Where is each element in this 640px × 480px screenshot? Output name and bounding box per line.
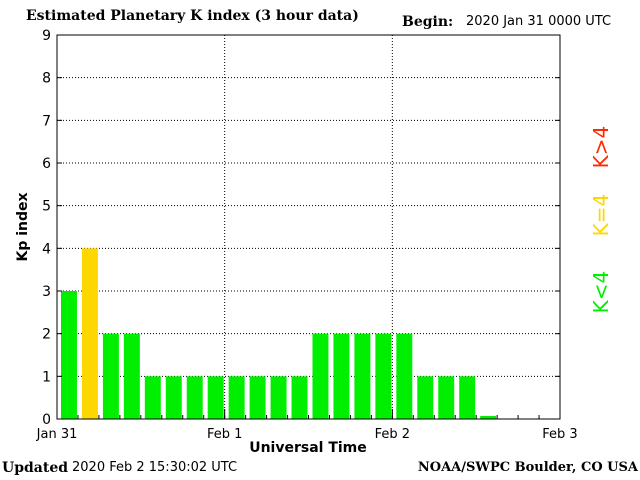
y-tick-label: 3 bbox=[42, 284, 51, 300]
y-tick-label: 6 bbox=[42, 156, 51, 172]
y-tick-label: 2 bbox=[42, 327, 51, 343]
kp-bar bbox=[291, 376, 308, 419]
y-tick-label: 9 bbox=[42, 28, 51, 44]
x-tick-label: Feb 1 bbox=[207, 427, 242, 442]
y-axis-ticks: 0 1 2 3 4 5 6 7 8 9 bbox=[42, 28, 560, 428]
kp-bar bbox=[417, 376, 434, 419]
legend-item: K>4 bbox=[589, 126, 613, 169]
kp-bar bbox=[396, 333, 413, 419]
kp-bar bbox=[312, 333, 329, 419]
x-axis-label: Universal Time bbox=[249, 440, 367, 456]
begin-label: Begin: bbox=[402, 14, 454, 30]
legend-item: K=4 bbox=[589, 194, 613, 237]
kp-bar bbox=[480, 416, 497, 419]
kp-bar bbox=[228, 376, 245, 419]
x-tick-label: Jan 31 bbox=[36, 427, 78, 442]
kp-bar bbox=[102, 333, 119, 419]
updated-label: Updated bbox=[2, 460, 69, 476]
updated-timestamp: 2020 Feb 2 15:30:02 UTC bbox=[72, 460, 238, 475]
x-tick-label: Feb 3 bbox=[542, 427, 577, 442]
kp-bar bbox=[459, 376, 476, 419]
bar-series bbox=[61, 248, 497, 419]
kp-bar bbox=[81, 248, 98, 419]
y-tick-label: 7 bbox=[42, 113, 51, 129]
x-tick-label: Feb 2 bbox=[375, 427, 410, 442]
y-tick-label: 5 bbox=[42, 199, 51, 215]
kp-bar bbox=[207, 376, 224, 419]
kp-bar bbox=[270, 376, 287, 419]
legend-item: K<4 bbox=[589, 271, 613, 314]
grid-lines bbox=[57, 35, 560, 419]
kp-bar bbox=[333, 333, 350, 419]
credit-text: NOAA/SWPC Boulder, CO USA bbox=[417, 460, 638, 475]
y-axis-label: Kp index bbox=[15, 192, 31, 261]
kp-bar bbox=[165, 376, 182, 419]
kp-bar bbox=[354, 333, 371, 419]
x-axis-ticks: Jan 31 Feb 1 Feb 2 Feb 3 bbox=[36, 409, 578, 442]
y-tick-label: 8 bbox=[42, 71, 51, 87]
kp-bar bbox=[375, 333, 392, 419]
legend: K>4 K=4 K<4 bbox=[589, 126, 613, 314]
kp-bar bbox=[249, 376, 266, 419]
begin-value: 2020 Jan 31 0000 UTC bbox=[466, 14, 612, 29]
chart-title: Estimated Planetary K index (3 hour data… bbox=[26, 8, 359, 24]
kp-bar bbox=[186, 376, 203, 419]
kp-bar bbox=[61, 291, 77, 419]
y-tick-label: 1 bbox=[42, 369, 51, 385]
kp-bar bbox=[438, 376, 455, 419]
y-tick-label: 0 bbox=[42, 412, 51, 428]
kp-bar bbox=[144, 376, 161, 419]
y-tick-label: 4 bbox=[42, 241, 51, 257]
kp-bar bbox=[123, 333, 140, 419]
